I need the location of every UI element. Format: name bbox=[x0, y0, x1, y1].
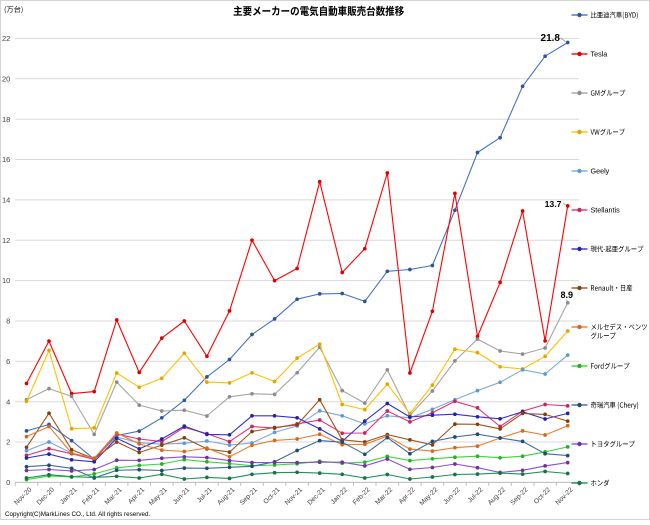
svg-text:10: 10 bbox=[2, 276, 10, 285]
svg-text:6: 6 bbox=[6, 357, 10, 366]
svg-text:13.7: 13.7 bbox=[545, 199, 562, 209]
svg-text:Geely: Geely bbox=[591, 167, 610, 176]
svg-text:8: 8 bbox=[6, 317, 10, 326]
svg-text:0: 0 bbox=[6, 478, 10, 487]
svg-text:20: 20 bbox=[2, 74, 10, 83]
svg-text:8.9: 8.9 bbox=[560, 290, 573, 300]
svg-text:Tesla: Tesla bbox=[591, 50, 608, 59]
svg-text:22: 22 bbox=[2, 34, 10, 43]
svg-text:Copyright(C)MarkLines CO., Ltd: Copyright(C)MarkLines CO., Ltd. All righ… bbox=[5, 511, 150, 518]
svg-text:12: 12 bbox=[2, 236, 10, 245]
svg-text:14: 14 bbox=[2, 196, 10, 205]
svg-text:2: 2 bbox=[6, 438, 10, 447]
svg-text:21.8: 21.8 bbox=[541, 33, 561, 44]
svg-text:18: 18 bbox=[2, 115, 10, 124]
svg-text:Stellantis: Stellantis bbox=[591, 206, 621, 215]
svg-text:4: 4 bbox=[6, 397, 10, 406]
svg-text:16: 16 bbox=[2, 155, 10, 164]
